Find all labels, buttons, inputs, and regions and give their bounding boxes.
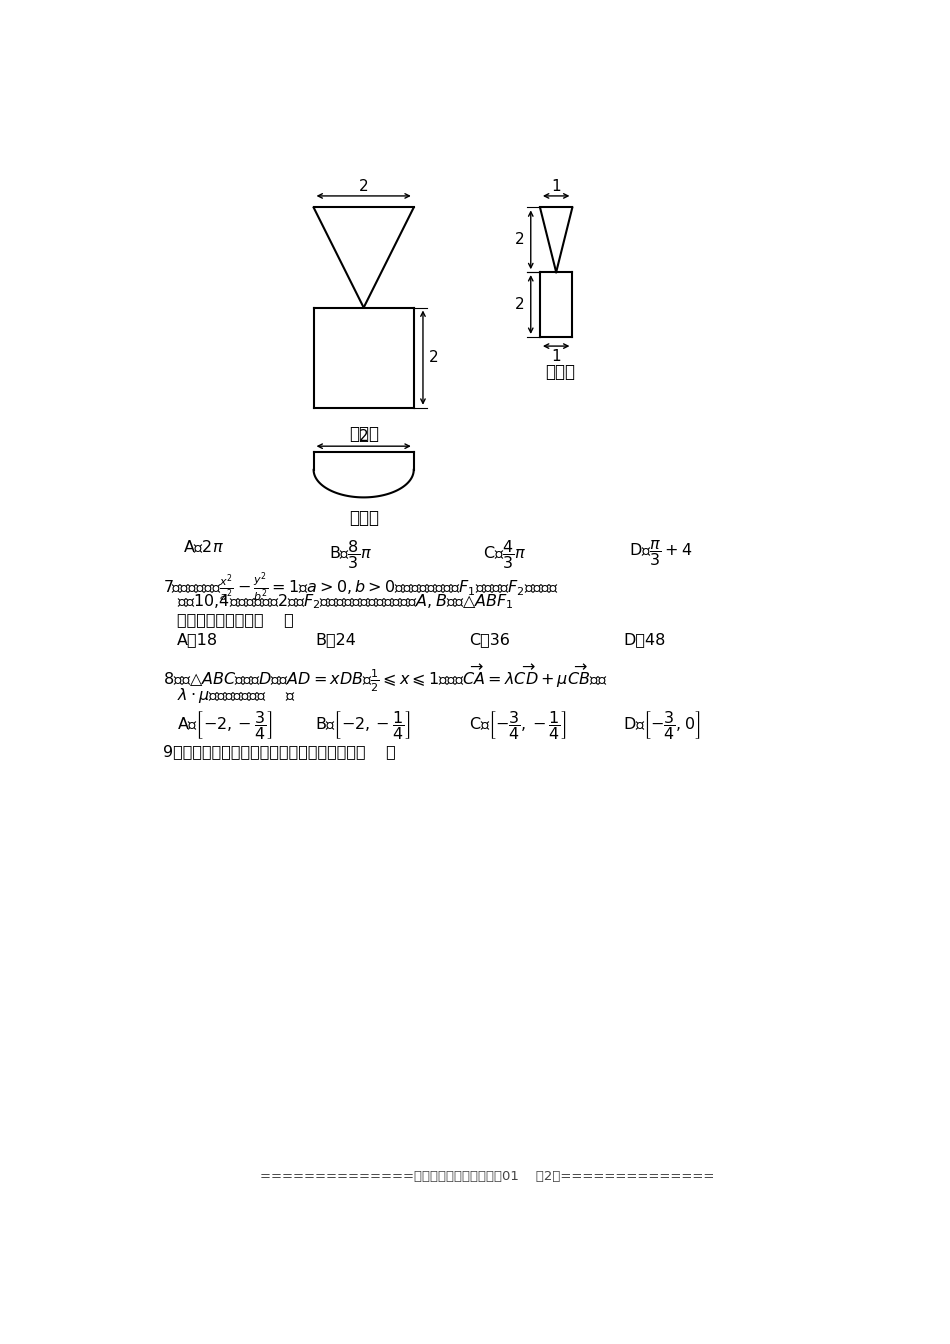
Text: 2: 2 xyxy=(359,429,369,444)
Text: A．18: A．18 xyxy=(177,632,218,646)
Text: 9．运行如下框图对应的程序，输出的结果为（    ）: 9．运行如下框图对应的程序，输出的结果为（ ） xyxy=(163,743,396,759)
Text: 的周长的最小值为（    ）: 的周长的最小值为（ ） xyxy=(177,612,294,628)
Text: 2: 2 xyxy=(515,297,524,312)
Text: D．$\dfrac{\pi}{3}+4$: D．$\dfrac{\pi}{3}+4$ xyxy=(629,538,693,569)
Text: 偶视图: 偶视图 xyxy=(545,363,575,380)
Text: $\lambda\cdot\mu$的取值范围是（    ）: $\lambda\cdot\mu$的取值范围是（ ） xyxy=(177,685,294,706)
Text: 1: 1 xyxy=(551,179,561,194)
Text: 2: 2 xyxy=(515,233,524,247)
Text: C．36: C．36 xyxy=(469,632,510,646)
Text: D．48: D．48 xyxy=(623,632,666,646)
Text: A．$\left[-2,-\dfrac{3}{4}\right]$: A．$\left[-2,-\dfrac{3}{4}\right]$ xyxy=(177,710,273,742)
Text: D．$\left[-\dfrac{3}{4},0\right]$: D．$\left[-\dfrac{3}{4},0\right]$ xyxy=(623,710,701,742)
Text: 2: 2 xyxy=(429,351,439,366)
Text: 8．在△$ABC$中，点$D$满足$AD=xDB$（$\frac{1}{2}\leqslant x\leqslant1$），若$\overrightarrow{: 8．在△$ABC$中，点$D$满足$AD=xDB$（$\frac{1}{2}\l… xyxy=(163,663,608,694)
Text: C．$\dfrac{4}{3}\pi$: C．$\dfrac{4}{3}\pi$ xyxy=(483,538,526,571)
Text: C．$\left[-\dfrac{3}{4},-\dfrac{1}{4}\right]$: C．$\left[-\dfrac{3}{4},-\dfrac{1}{4}\rig… xyxy=(469,710,567,742)
Text: 主视图: 主视图 xyxy=(349,425,379,442)
Text: 1: 1 xyxy=(551,349,561,364)
Text: B．24: B．24 xyxy=(315,632,356,646)
Text: 係视图: 係视图 xyxy=(349,509,379,527)
Text: 2: 2 xyxy=(359,179,369,194)
Text: 别为10,4，且离心率为2，过$F_2$的直线与双曲线右支交于点$A,B$，则△$ABF_1$: 别为10,4，且离心率为2，过$F_2$的直线与双曲线右支交于点$A,B$，则△… xyxy=(177,593,513,610)
Text: B．$\dfrac{8}{3}\pi$: B．$\dfrac{8}{3}\pi$ xyxy=(329,538,372,571)
Text: A．$2\pi$: A．$2\pi$ xyxy=(182,538,223,555)
Text: ==============（新课标）理科数学模拟01    第2页==============: ==============（新课标）理科数学模拟01 第2页=========… xyxy=(259,1169,714,1183)
Text: B．$\left[-2,-\dfrac{1}{4}\right]$: B．$\left[-2,-\dfrac{1}{4}\right]$ xyxy=(315,710,411,742)
Text: 7．已知双曲线$\frac{x^2}{a^2}-\frac{y^2}{b^2}=1$（$a>0,b>0$）上一点到左焦点$F_1$和右焦点$F_2$的距离分: 7．已知双曲线$\frac{x^2}{a^2}-\frac{y^2}{b^2}=… xyxy=(163,571,559,605)
